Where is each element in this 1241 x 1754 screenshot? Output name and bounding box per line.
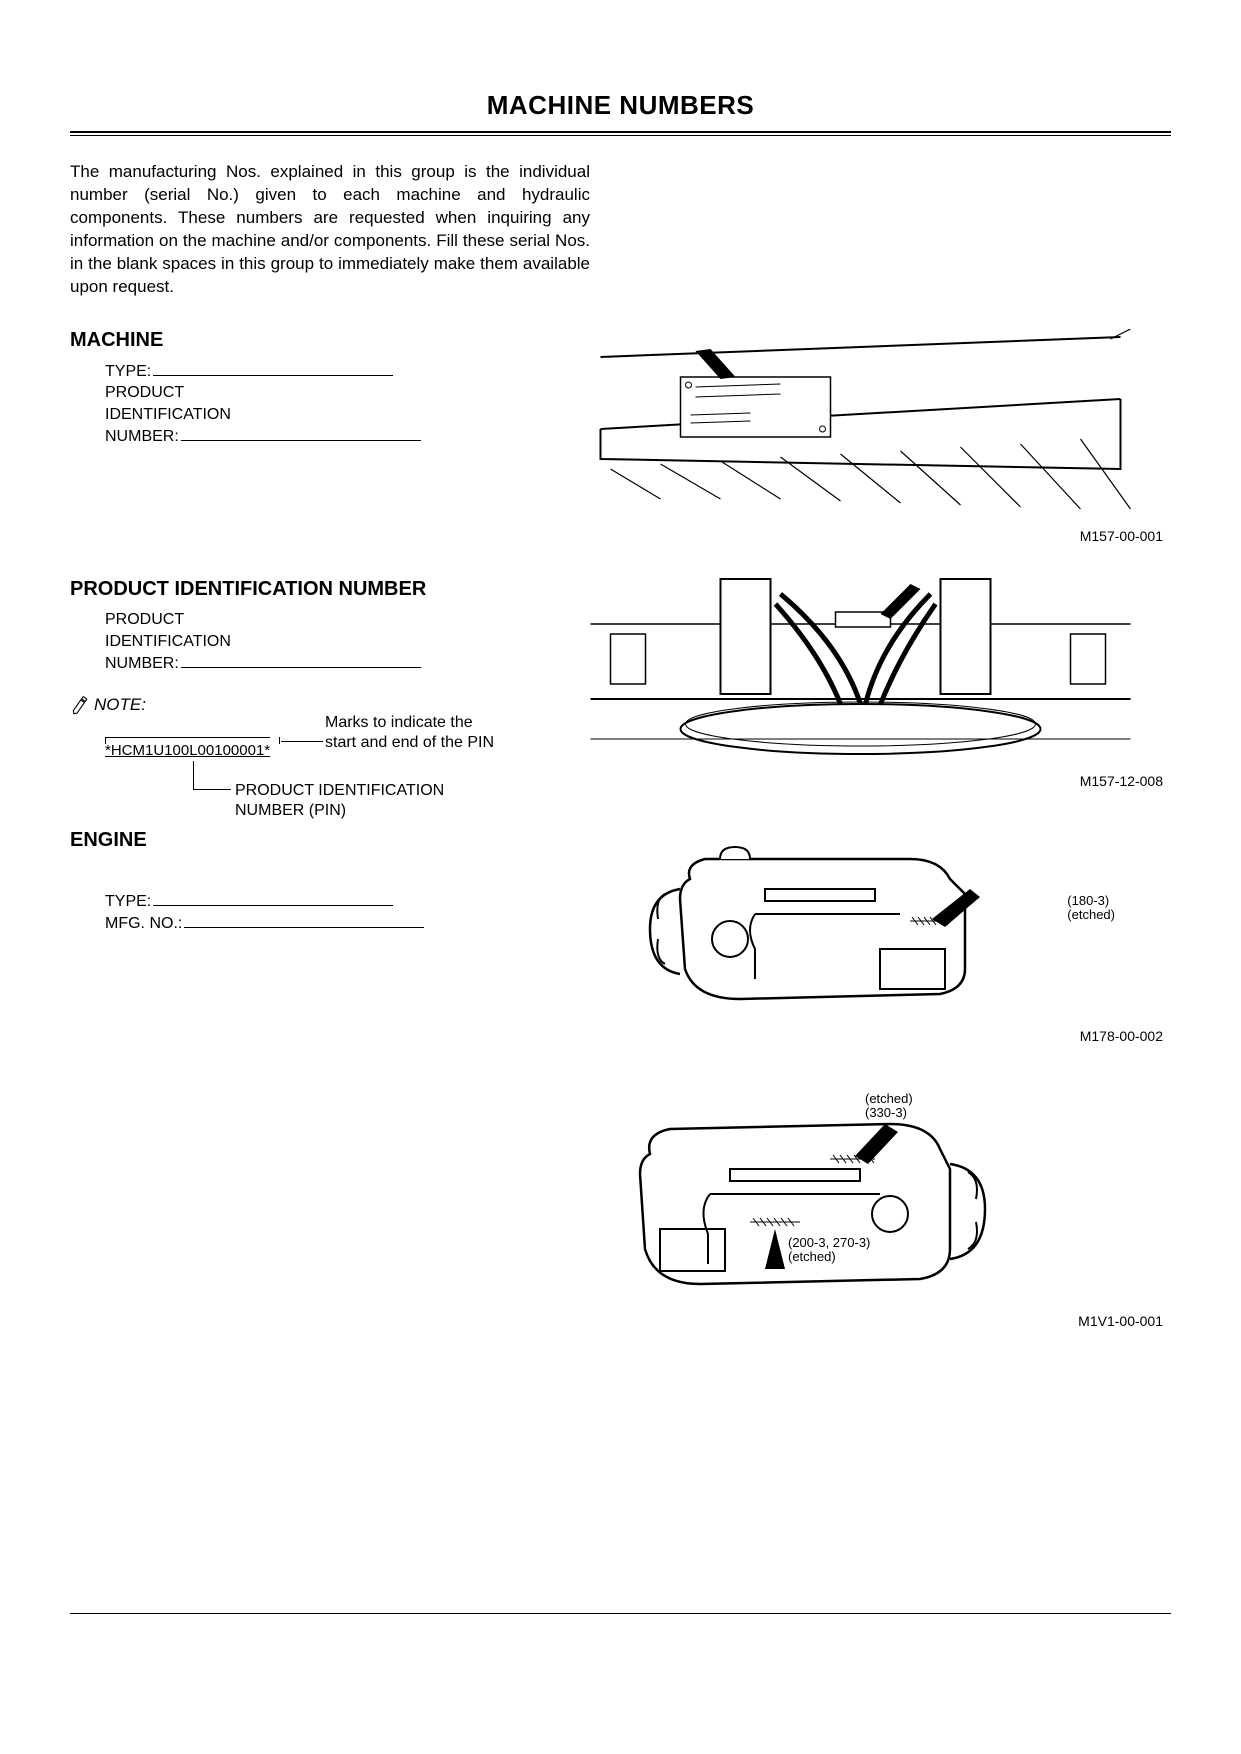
machine-heading: MACHINE <box>70 329 520 352</box>
machine-pin-input[interactable] <box>181 425 421 441</box>
figure-4: (etched) (330-3) (200-3, 270-3) (etched)… <box>550 1094 1171 1329</box>
machine-fields: TYPE: PRODUCT IDENTIFICATION NUMBER: <box>105 360 520 448</box>
note-label: NOTE: <box>94 695 146 715</box>
machine-pin-label-3: NUMBER: <box>105 426 179 448</box>
fig4-bottom-callout: (200-3, 270-3) (etched) <box>788 1236 870 1265</box>
pin-diagram: *HCM1U100L00100001* Marks to indicate th… <box>105 719 520 829</box>
intro-paragraph: The manufacturing Nos. explained in this… <box>70 161 590 299</box>
footer-rule <box>70 1613 1171 1614</box>
right-column: M157-00-001 <box>550 329 1171 1359</box>
pin-fields: PRODUCT IDENTIFICATION NUMBER: <box>105 609 520 675</box>
figure-1: M157-00-001 <box>550 329 1171 544</box>
fig4-top-callout: (etched) (330-3) <box>865 1092 913 1121</box>
note-row: NOTE: <box>70 695 520 715</box>
pin-label-2: IDENTIFICATION <box>105 631 520 653</box>
engine-fields: TYPE: MFG. NO.: <box>105 890 520 935</box>
figure-3-caption: M178-00-002 <box>550 1028 1171 1044</box>
pin-label-3: NUMBER: <box>105 653 179 675</box>
pin-number-callout: PRODUCT IDENTIFICATION NUMBER (PIN) <box>235 781 444 821</box>
engine-mfg-label: MFG. NO.: <box>105 913 182 935</box>
figure-4-caption: M1V1-00-001 <box>550 1313 1171 1329</box>
title-rule <box>70 131 1171 136</box>
pencil-icon <box>68 693 91 716</box>
pin-heading: PRODUCT IDENTIFICATION NUMBER <box>70 578 520 601</box>
page-title: MACHINE NUMBERS <box>70 90 1171 121</box>
engine-type-input[interactable] <box>153 890 393 906</box>
figure-2: M157-12-008 <box>550 574 1171 789</box>
pin-example: *HCM1U100L00100001* <box>105 742 270 759</box>
figure-2-caption: M157-12-008 <box>550 773 1171 789</box>
machine-type-label: TYPE: <box>105 361 151 383</box>
pin-marks-callout: Marks to indicate the start and end of t… <box>325 713 505 753</box>
engine-type-label: TYPE: <box>105 891 151 913</box>
pin-label-1: PRODUCT <box>105 609 520 631</box>
pin-input[interactable] <box>181 652 421 668</box>
machine-pin-label-1: PRODUCT <box>105 382 520 404</box>
machine-type-input[interactable] <box>153 360 393 376</box>
engine-heading: ENGINE <box>70 829 520 852</box>
engine-mfg-input[interactable] <box>184 912 424 928</box>
figure-3: (180-3) (etched) M178-00-002 <box>550 839 1171 1044</box>
left-column: MACHINE TYPE: PRODUCT IDENTIFICATION NUM… <box>70 329 520 1359</box>
fig3-callout: (180-3) (etched) <box>1067 894 1115 923</box>
machine-pin-label-2: IDENTIFICATION <box>105 404 520 426</box>
figure-1-caption: M157-00-001 <box>550 528 1171 544</box>
